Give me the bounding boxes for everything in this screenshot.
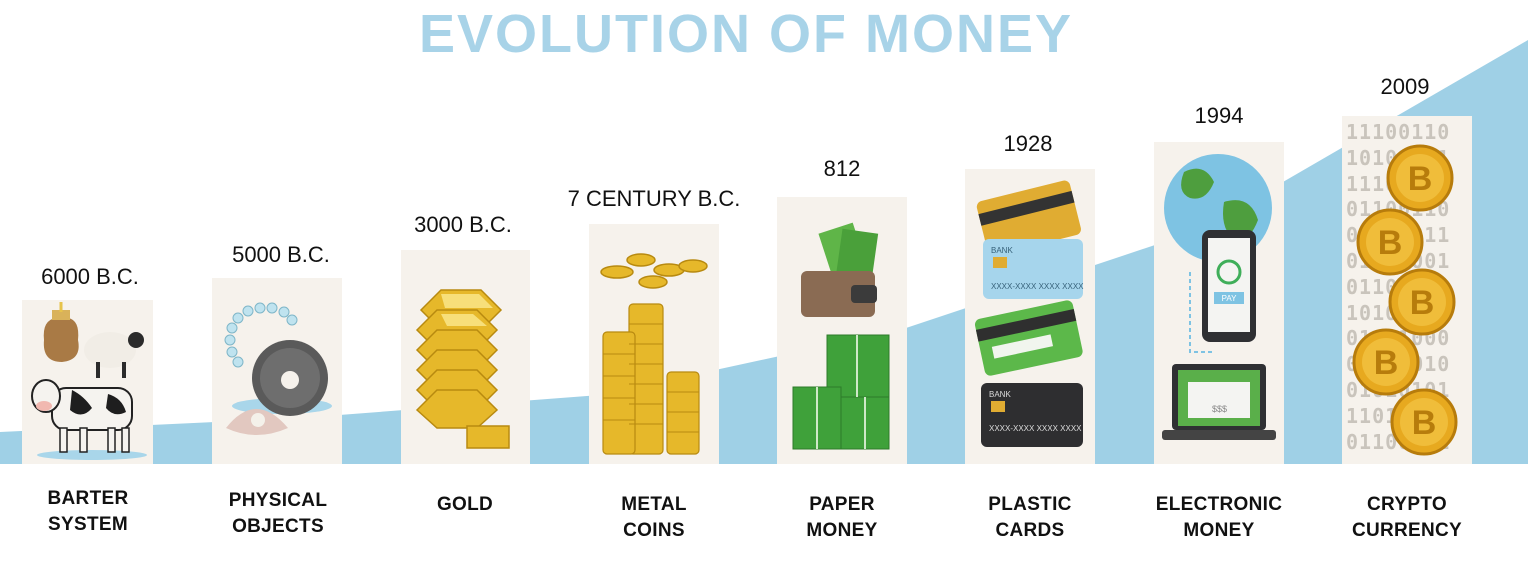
label-paper-money: PAPER MONEY (806, 494, 878, 541)
label-crypto-currency: CRYPTO CURRENCY (1351, 494, 1463, 541)
card-paper-money (777, 197, 907, 464)
bitcoin-coin-inner (1396, 154, 1444, 202)
credit-cards-icon: BANK XXXX-XXXX XXXX XXXX BANK XXXX-XXXX … (974, 180, 1084, 447)
card-plastic-cards: BANK XXXX-XXXX XXXX XXXX BANK XXXX-XXXX … (965, 169, 1095, 464)
card-gold (401, 250, 530, 464)
bitcoin-symbol: B (1408, 160, 1433, 198)
bitcoin-coin-inner (1366, 218, 1414, 266)
year-gold: 3000 B.C. (414, 212, 512, 237)
globe-phone-laptop-icon: PAY $$$ (1162, 154, 1276, 440)
year-crypto-currency: 2009 (1380, 74, 1430, 99)
bitcoin-symbol: B (1410, 284, 1435, 322)
bitcoin-coin-inner (1398, 278, 1446, 326)
gold-bars-icon (415, 289, 510, 449)
card-metal-coins (589, 224, 719, 464)
year-plastic-cards: 1928 (1003, 131, 1053, 156)
label-plastic-cards: PLASTIC CARDS (988, 494, 1072, 541)
label-metal-coins: METAL COINS (621, 494, 687, 541)
year-physical: 5000 B.C. (232, 242, 330, 267)
bitcoin-coin-inner (1400, 398, 1448, 446)
card-barter (22, 300, 153, 464)
label-electronic-money: ELECTRONIC MONEY (1155, 494, 1283, 541)
card-crypto-currency: 11100110 10101001 11100110 01100110 0111… (1342, 116, 1472, 464)
barter-animals-icon (31, 302, 147, 460)
bitcoin-symbol: B (1374, 344, 1399, 382)
stone-pearl-icon (224, 302, 332, 435)
year-barter: 6000 B.C. (41, 264, 139, 289)
label-gold: GOLD (436, 494, 494, 515)
bank-label-black: BANK (989, 390, 1011, 399)
label-physical: PHYSICAL OBJECTS (228, 490, 328, 537)
year-electronic-money: 1994 (1194, 103, 1244, 128)
amount-text: $$$ (1212, 404, 1227, 414)
card-physical (212, 278, 342, 464)
bitcoin-symbol: B (1378, 224, 1403, 262)
bitcoin-symbol: B (1412, 404, 1437, 442)
pay-button-text: PAY (1222, 294, 1237, 303)
wallet-banknotes-icon (792, 222, 890, 450)
year-metal-coins: 7 CENTURY B.C. (567, 186, 741, 211)
bank-label-blue: BANK (991, 246, 1013, 255)
page-title: EVOLUTION OF MONEY (418, 4, 1074, 64)
coin-stacks-icon (600, 253, 708, 455)
year-paper-money: 812 (823, 156, 861, 181)
card-number-black: XXXX-XXXX XXXX XXXX (989, 424, 1082, 433)
card-electronic-money: PAY $$$ (1154, 142, 1284, 464)
label-barter: BARTER SYSTEM (47, 488, 129, 535)
bitcoin-coin-inner (1362, 338, 1410, 386)
card-number-blue: XXXX-XXXX XXXX XXXX (991, 282, 1084, 291)
